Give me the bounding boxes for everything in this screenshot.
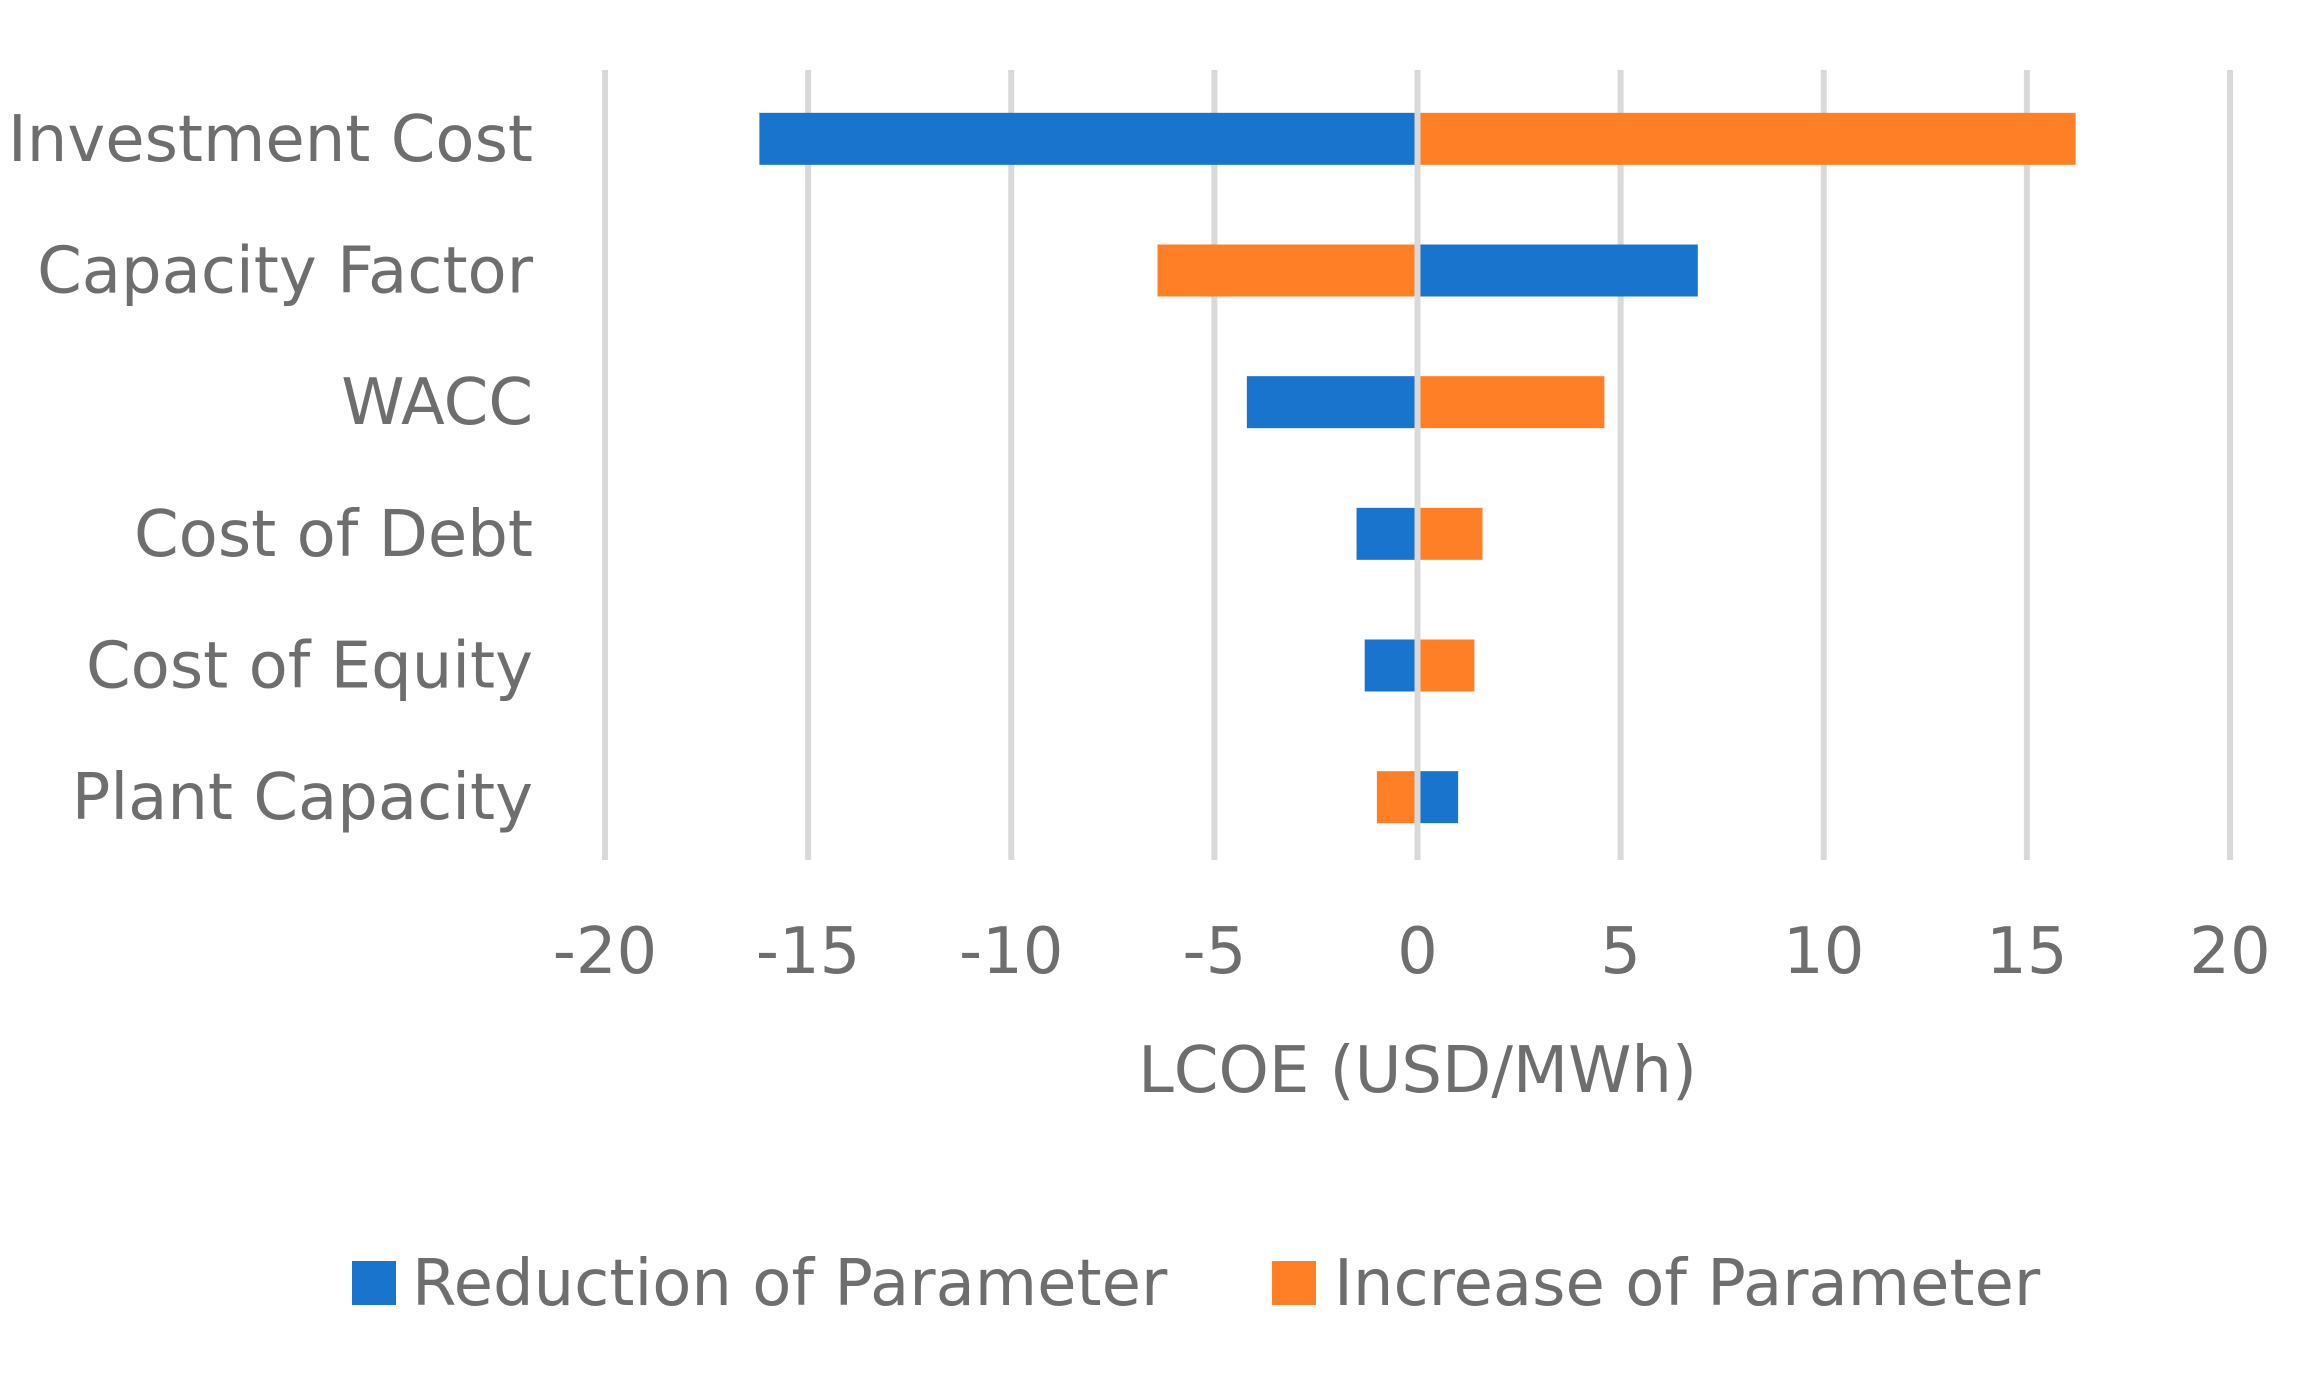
bar-reduction — [759, 112, 1415, 165]
bar-reduction — [1356, 507, 1415, 560]
category-label: Capacity Factor — [37, 235, 534, 309]
category-label: Cost of Debt — [134, 498, 533, 572]
category-label: Plant Capacity — [72, 761, 533, 835]
bar-reduction — [1246, 376, 1415, 429]
bar-increase — [1157, 244, 1415, 297]
bar-increase — [1420, 376, 1605, 429]
category-label: Cost of Equity — [86, 630, 533, 704]
bar-increase — [1420, 112, 2076, 165]
legend-swatch — [1272, 1261, 1316, 1305]
bars — [759, 112, 2076, 824]
bar-reduction — [1420, 244, 1698, 297]
x-tick-label: 0 — [1397, 915, 1438, 989]
x-tick-label: -10 — [959, 915, 1064, 989]
legend-label: Increase of Parameter — [1334, 1247, 2041, 1321]
gridlines — [602, 70, 2233, 860]
x-axis-title: LCOE (USD/MWh) — [1138, 1034, 1697, 1108]
category-label: Investment Cost — [8, 103, 533, 177]
x-tick-label: 15 — [1986, 915, 2067, 989]
bar-increase — [1420, 507, 1483, 560]
category-labels: Investment Cost Capacity Factor WACC Cost o… — [8, 103, 534, 835]
legend-label: Reduction of Parameter — [412, 1247, 1168, 1321]
x-tick-label: -5 — [1182, 915, 1246, 989]
bar-reduction — [1364, 639, 1415, 692]
bar-reduction — [1420, 771, 1459, 824]
legend: Reduction of Parameter Increase of Parame… — [352, 1247, 2041, 1321]
legend-swatch — [352, 1261, 396, 1305]
bar-increase — [1376, 771, 1415, 824]
x-tick-label: 10 — [1783, 915, 1864, 989]
x-tick-label: 5 — [1600, 915, 1641, 989]
bar-increase — [1420, 639, 1475, 692]
category-label: WACC — [341, 366, 533, 440]
x-tick-label: -20 — [553, 915, 658, 989]
x-tick-labels: -20 -15 -10 -5 0 5 10 15 20 — [553, 915, 2271, 989]
x-tick-label: 20 — [2189, 915, 2270, 989]
x-tick-label: -15 — [756, 915, 861, 989]
